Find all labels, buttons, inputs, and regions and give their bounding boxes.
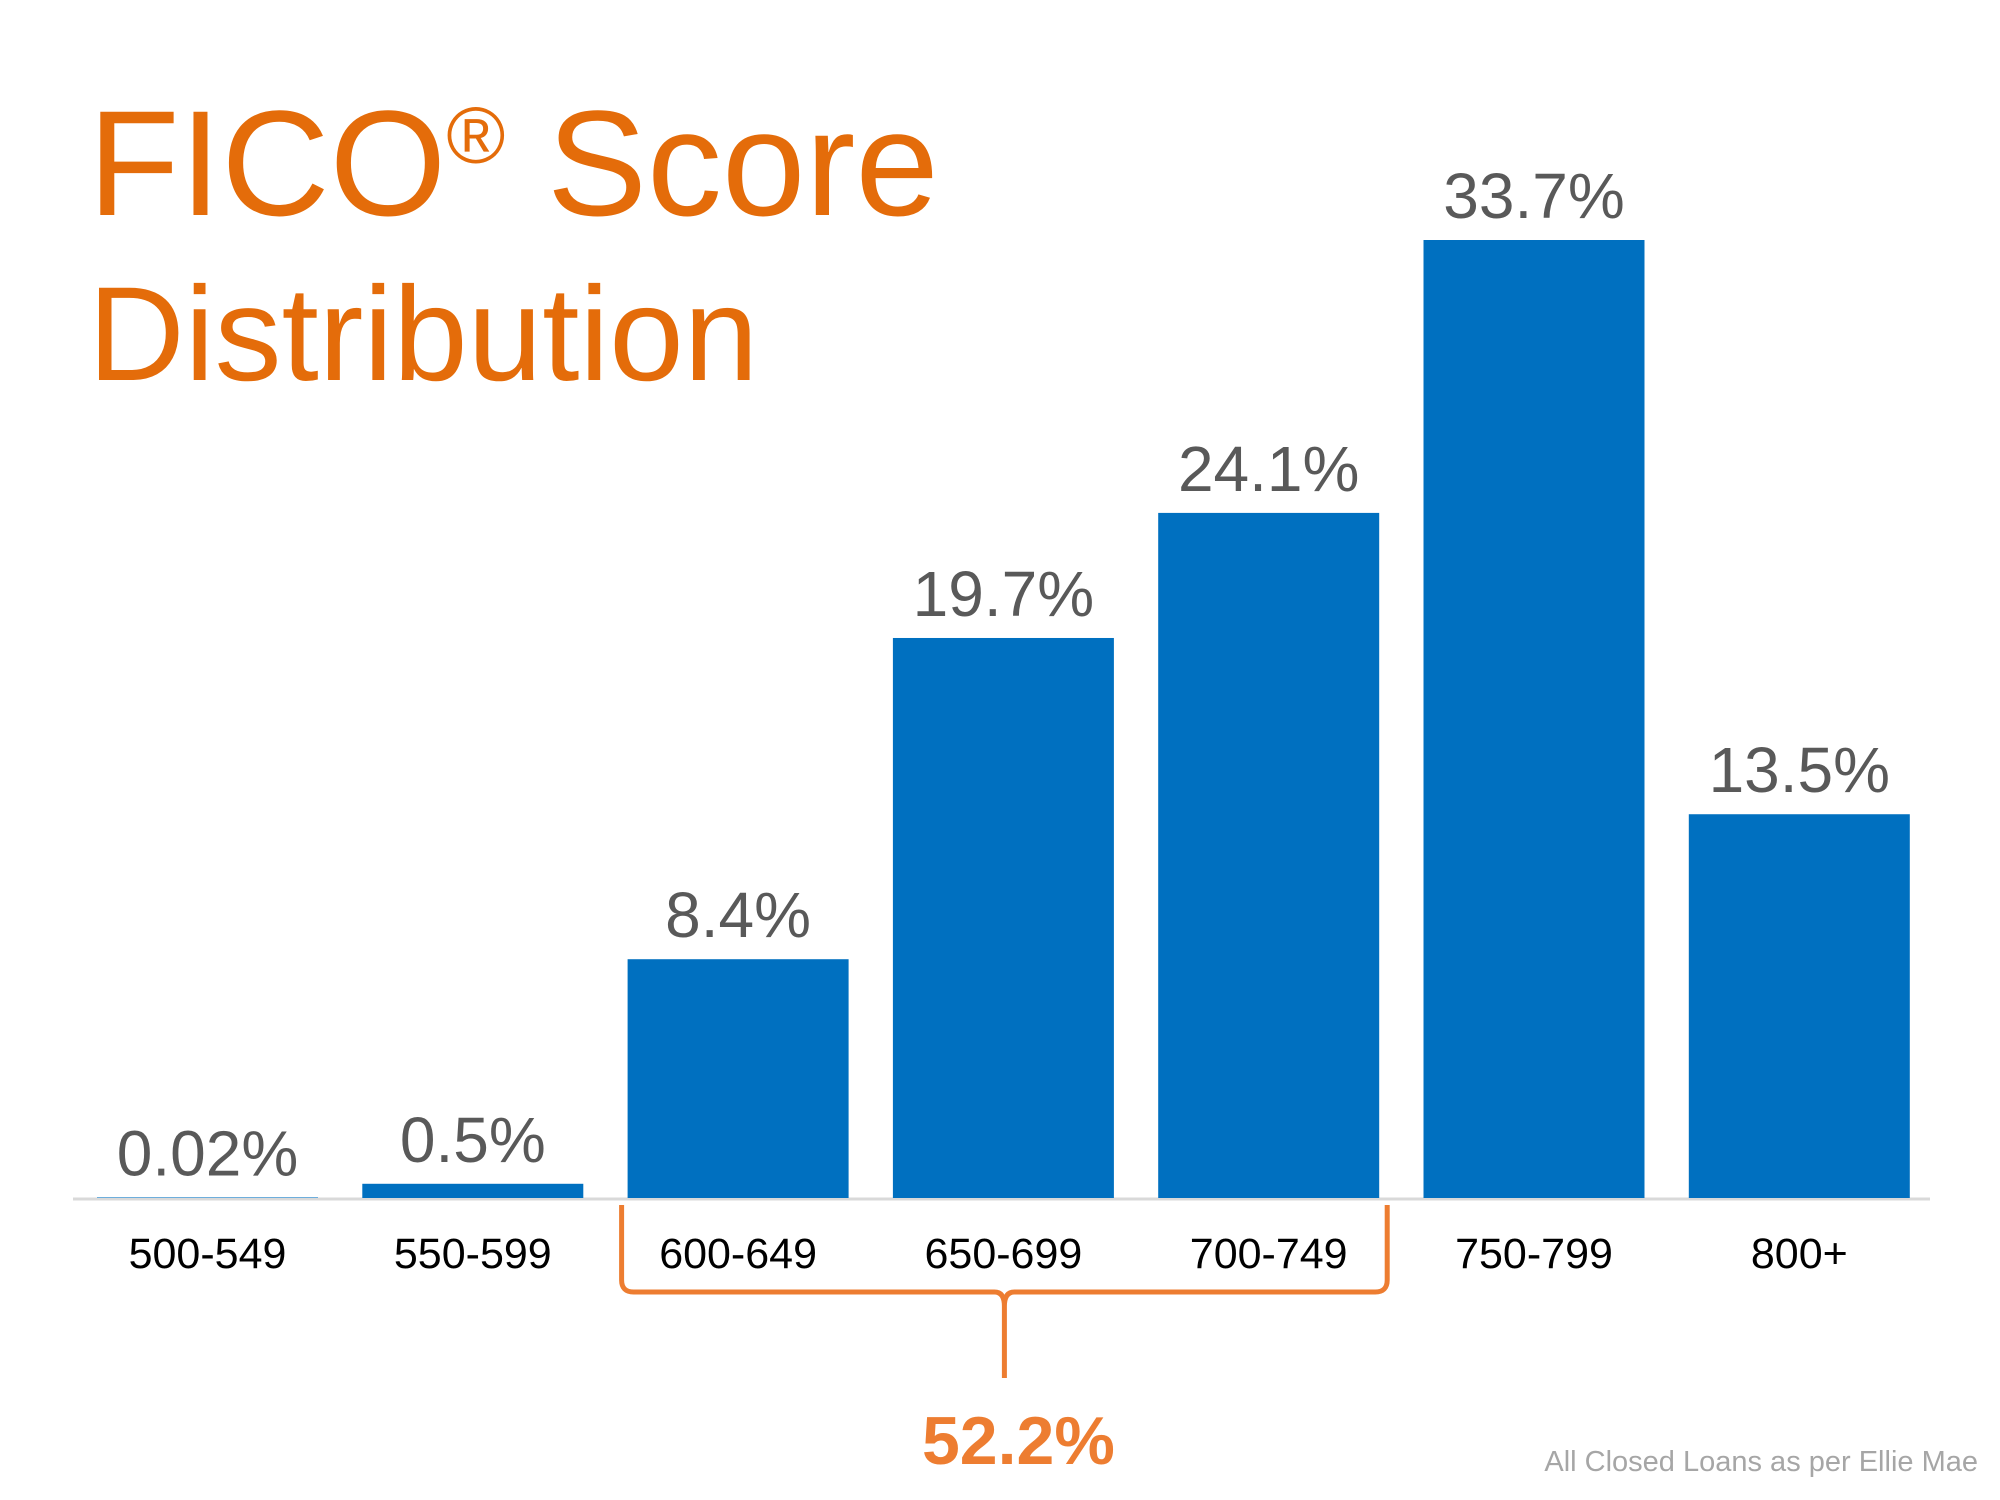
x-tick-label: 550-599 bbox=[394, 1230, 552, 1278]
bar-600-649 bbox=[627, 959, 849, 1198]
data-label: 0.5% bbox=[400, 1104, 546, 1176]
chart-title-line1: FICO® Score bbox=[88, 88, 939, 238]
data-label: 24.1% bbox=[1178, 433, 1359, 505]
chart-title-line2: Distribution bbox=[88, 260, 759, 409]
x-tick-label: 800+ bbox=[1751, 1230, 1848, 1278]
registered-mark: ® bbox=[446, 91, 506, 180]
x-tick-label: 500-549 bbox=[129, 1230, 287, 1278]
title-fico: FICO bbox=[88, 79, 447, 247]
bar-650-699 bbox=[892, 637, 1114, 1198]
title-score: Score bbox=[505, 79, 939, 247]
data-label: 8.4% bbox=[665, 879, 811, 951]
bar-750-799 bbox=[1423, 240, 1645, 1198]
brace-total-label: 52.2% bbox=[922, 1403, 1115, 1479]
data-label: 0.02% bbox=[117, 1117, 298, 1189]
x-tick-label: 750-799 bbox=[1455, 1230, 1613, 1278]
bar-700-749 bbox=[1158, 512, 1380, 1198]
brace-bracket bbox=[619, 1205, 1390, 1378]
bar-550-599 bbox=[362, 1183, 584, 1198]
data-label: 33.7% bbox=[1443, 160, 1624, 232]
data-label: 13.5% bbox=[1709, 734, 1890, 806]
bar-800+ bbox=[1688, 814, 1910, 1198]
x-tick-label: 700-749 bbox=[1190, 1230, 1348, 1278]
source-note: All Closed Loans as per Ellie Mae bbox=[1544, 1446, 1978, 1478]
x-tick-label: 600-649 bbox=[659, 1230, 817, 1278]
data-label: 19.7% bbox=[913, 558, 1094, 630]
bar-500-549 bbox=[97, 1197, 318, 1198]
x-tick-label: 650-699 bbox=[924, 1230, 1082, 1278]
